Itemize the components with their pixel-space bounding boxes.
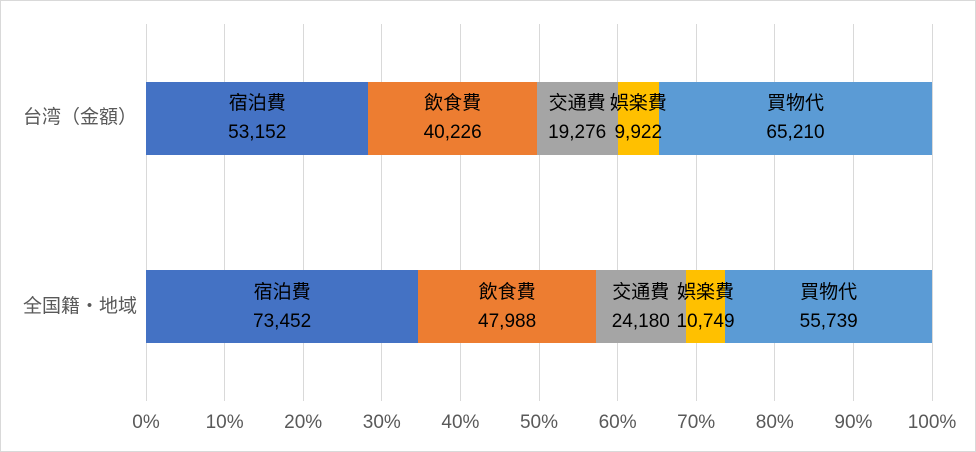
data-label: 娯楽費 10,749 bbox=[676, 278, 734, 336]
data-label-value: 65,210 bbox=[766, 122, 825, 144]
x-axis-tick-label: 40% bbox=[441, 412, 480, 433]
data-label-series-name: 買物代 bbox=[800, 281, 858, 303]
data-label-series-name: 買物代 bbox=[766, 93, 824, 115]
x-axis-tick-label: 60% bbox=[598, 412, 637, 433]
bar-segment-交通費[interactable]: 交通費 19,276 bbox=[536, 81, 618, 155]
category-axis-label: 台湾（金額） bbox=[22, 107, 137, 129]
data-label-series-name: 交通費 bbox=[548, 93, 606, 115]
plot-area bbox=[145, 24, 933, 401]
data-label: 交通費 24,180 bbox=[612, 278, 670, 336]
data-label: 交通費 19,276 bbox=[548, 89, 606, 147]
data-label: 買物代 55,739 bbox=[800, 278, 858, 336]
x-axis-tick-label: 30% bbox=[362, 412, 401, 433]
gridline bbox=[931, 24, 933, 401]
bar-row: 宿泊費 53,152 飲食費 40,226 交通費 19,276 娯楽費 9,922 買物代 65… bbox=[146, 81, 932, 155]
category-axis-label: 全国籍・地域 bbox=[22, 295, 137, 317]
gridline bbox=[459, 24, 461, 401]
bar-segment-娯楽費[interactable]: 娯楽費 9,922 bbox=[610, 81, 667, 155]
bar-segment-買物代[interactable]: 買物代 65,210 bbox=[659, 81, 932, 155]
data-label-value: 53,152 bbox=[228, 122, 287, 144]
gridline bbox=[852, 24, 854, 401]
bar-row: 宿泊費 73,452 飲食費 47,988 交通費 24,180 娯楽費 10,749 買物代 5… bbox=[146, 270, 932, 344]
data-label-value: 47,988 bbox=[478, 310, 537, 332]
bar-segment-宿泊費[interactable]: 宿泊費 53,152 bbox=[146, 81, 369, 155]
gridline bbox=[774, 24, 776, 401]
x-axis-tick-label: 80% bbox=[755, 412, 794, 433]
bar-segment-飲食費[interactable]: 飲食費 40,226 bbox=[368, 81, 537, 155]
gridline bbox=[224, 24, 226, 401]
gridline bbox=[617, 24, 619, 401]
data-label-series-name: 宿泊費 bbox=[253, 281, 311, 303]
bar-segment-娯楽費[interactable]: 娯楽費 10,749 bbox=[676, 270, 735, 344]
data-label-value: 19,276 bbox=[548, 122, 607, 144]
x-axis-tick-label: 20% bbox=[284, 412, 323, 433]
bar-segment-交通費[interactable]: 交通費 24,180 bbox=[596, 270, 686, 344]
data-label-value: 10,749 bbox=[676, 310, 735, 332]
data-label: 宿泊費 73,452 bbox=[253, 278, 311, 336]
data-label-series-name: 娯楽費 bbox=[609, 93, 667, 115]
data-label-value: 24,180 bbox=[611, 310, 670, 332]
data-label-value: 9,922 bbox=[614, 122, 663, 144]
data-label-series-name: 娯楽費 bbox=[677, 281, 735, 303]
data-label-series-name: 飲食費 bbox=[478, 281, 536, 303]
x-axis-tick-label: 50% bbox=[519, 412, 559, 433]
data-label: 娯楽費 9,922 bbox=[610, 89, 667, 147]
gridline bbox=[538, 24, 540, 401]
data-label-series-name: 飲食費 bbox=[424, 93, 482, 115]
bar-segment-飲食費[interactable]: 飲食費 47,988 bbox=[418, 270, 596, 344]
data-label-value: 55,739 bbox=[799, 310, 858, 332]
gridline bbox=[145, 24, 147, 401]
x-axis-tick-label: 10% bbox=[205, 412, 244, 433]
data-label-value: 40,226 bbox=[423, 122, 482, 144]
x-axis-tick-label: 70% bbox=[677, 412, 716, 433]
data-label: 飲食費 40,226 bbox=[424, 89, 482, 147]
x-axis-tick-label: 0% bbox=[132, 412, 160, 433]
gridline bbox=[695, 24, 697, 401]
gridline bbox=[302, 24, 304, 401]
data-label: 宿泊費 53,152 bbox=[228, 89, 286, 147]
x-axis-tick-label: 100% bbox=[907, 412, 957, 433]
data-label: 飲食費 47,988 bbox=[478, 278, 536, 336]
bar-segment-宿泊費[interactable]: 宿泊費 73,452 bbox=[146, 270, 419, 344]
data-label-value: 73,452 bbox=[253, 310, 312, 332]
gridline bbox=[381, 24, 383, 401]
bar-segment-買物代[interactable]: 買物代 55,739 bbox=[725, 270, 932, 344]
x-axis-tick-label: 90% bbox=[834, 412, 873, 433]
data-label: 買物代 65,210 bbox=[766, 89, 824, 147]
data-label-series-name: 宿泊費 bbox=[228, 93, 286, 115]
data-label-series-name: 交通費 bbox=[612, 281, 670, 303]
